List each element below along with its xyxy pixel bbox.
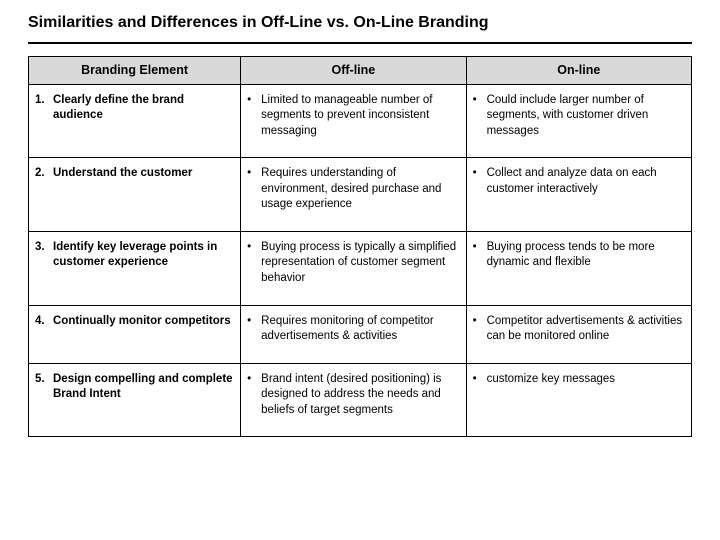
element-cell: 5. Design compelling and complete Brand … — [29, 363, 241, 437]
element-cell: 2. Understand the customer — [29, 158, 241, 232]
header-online: On-line — [466, 57, 691, 85]
header-offline: Off-line — [241, 57, 466, 85]
title-rule — [28, 42, 692, 44]
element-label: Clearly define the brand audience — [53, 93, 234, 124]
online-text: Competitor advertisements & activities c… — [487, 314, 685, 345]
online-text: Collect and analyze data on each custome… — [487, 166, 685, 197]
element-cell: 3. Identify key leverage points in custo… — [29, 231, 241, 305]
online-cell: • Could include larger number of segment… — [466, 84, 691, 158]
bullet-icon: • — [473, 314, 487, 345]
offline-text: Buying process is typically a simplified… — [261, 240, 459, 287]
element-label: Understand the customer — [53, 166, 192, 182]
bullet-icon: • — [473, 372, 487, 388]
offline-cell: • Limited to manageable number of segmen… — [241, 84, 466, 158]
online-cell: • customize key messages — [466, 363, 691, 437]
row-number: 3. — [35, 240, 53, 271]
bullet-icon: • — [247, 93, 261, 140]
element-cell: 1. Clearly define the brand audience — [29, 84, 241, 158]
table-row: 1. Clearly define the brand audience • L… — [29, 84, 692, 158]
table-header-row: Branding Element Off-line On-line — [29, 57, 692, 85]
bullet-icon: • — [473, 240, 487, 271]
table-row: 3. Identify key leverage points in custo… — [29, 231, 692, 305]
element-label: Identify key leverage points in customer… — [53, 240, 234, 271]
branding-table: Branding Element Off-line On-line 1. Cle… — [28, 56, 692, 437]
row-number: 2. — [35, 166, 53, 182]
offline-text: Requires understanding of environment, d… — [261, 166, 459, 213]
header-branding-element: Branding Element — [29, 57, 241, 85]
bullet-icon: • — [247, 166, 261, 213]
online-text: Could include larger number of segments,… — [487, 93, 685, 140]
offline-text: Limited to manageable number of segments… — [261, 93, 459, 140]
row-number: 5. — [35, 372, 53, 403]
bullet-icon: • — [247, 372, 261, 419]
row-number: 4. — [35, 314, 53, 330]
offline-cell: • Buying process is typically a simplifi… — [241, 231, 466, 305]
bullet-icon: • — [473, 166, 487, 197]
offline-cell: • Brand intent (desired positioning) is … — [241, 363, 466, 437]
online-cell: • Competitor advertisements & activities… — [466, 305, 691, 363]
online-cell: • Collect and analyze data on each custo… — [466, 158, 691, 232]
offline-cell: • Requires monitoring of competitor adve… — [241, 305, 466, 363]
online-text: customize key messages — [487, 372, 685, 388]
online-text: Buying process tends to be more dynamic … — [487, 240, 685, 271]
element-label: Design compelling and complete Brand Int… — [53, 372, 234, 403]
row-number: 1. — [35, 93, 53, 124]
offline-cell: • Requires understanding of environment,… — [241, 158, 466, 232]
element-cell: 4. Continually monitor competitors — [29, 305, 241, 363]
bullet-icon: • — [473, 93, 487, 140]
table-row: 2. Understand the customer • Requires un… — [29, 158, 692, 232]
page-title: Similarities and Differences in Off-Line… — [28, 14, 692, 32]
table-row: 4. Continually monitor competitors • Req… — [29, 305, 692, 363]
table-row: 5. Design compelling and complete Brand … — [29, 363, 692, 437]
bullet-icon: • — [247, 314, 261, 345]
offline-text: Brand intent (desired positioning) is de… — [261, 372, 459, 419]
element-label: Continually monitor competitors — [53, 314, 231, 330]
bullet-icon: • — [247, 240, 261, 287]
offline-text: Requires monitoring of competitor advert… — [261, 314, 459, 345]
online-cell: • Buying process tends to be more dynami… — [466, 231, 691, 305]
